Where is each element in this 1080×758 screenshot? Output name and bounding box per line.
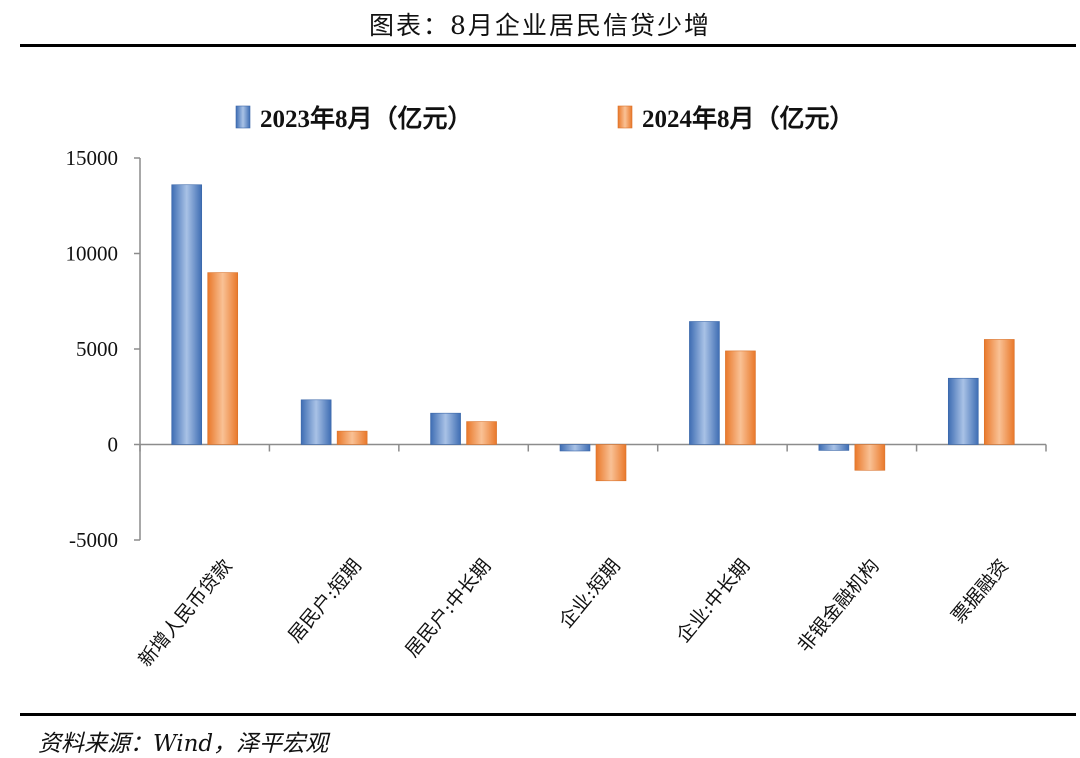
- bar-series-2-3: [595, 444, 627, 482]
- category-label: 居民户:中长期: [401, 555, 495, 661]
- y-tick-label: 10000: [66, 242, 119, 266]
- bottom-rule: [20, 713, 1076, 716]
- category-label: 新增人民币贷款: [134, 555, 236, 671]
- y-axis: -5000 0 5000 10000 15000: [66, 146, 141, 552]
- bar-series-1-5: [818, 444, 850, 451]
- y-tick-label: -5000: [69, 528, 118, 552]
- bar-series-1-2: [430, 412, 461, 445]
- bar-series-2-0: [207, 272, 239, 445]
- bar-series-1-6: [947, 377, 979, 445]
- bars: [171, 184, 1015, 482]
- y-tick-label: 5000: [76, 337, 118, 361]
- bar-series-2-4: [725, 350, 756, 445]
- bar-series-2-5: [854, 444, 886, 471]
- legend-label-2: 2024年8月（亿元）: [642, 104, 855, 133]
- category-labels: 新增人民币贷款 居民户:短期 居民户:中长期 企业:短期 企业:中长期 非银金融机构 票据融…: [134, 555, 1013, 671]
- bar-chart: 2023年8月（亿元） 2024年8月（亿元） -5000 0 5000 10000 15…: [66, 104, 1047, 671]
- bar-series-2-1: [336, 430, 368, 445]
- bar-series-1-3: [559, 444, 591, 452]
- x-axis: [139, 443, 1047, 452]
- legend-label-1: 2023年8月（亿元）: [260, 104, 473, 133]
- y-tick-label: 15000: [66, 146, 119, 170]
- bar-series-1-4: [689, 321, 720, 445]
- category-label: 非银金融机构: [794, 555, 884, 656]
- category-label: 票据融资: [947, 555, 1013, 627]
- chart-title: 图表：8月企业居民信贷少增: [369, 11, 711, 40]
- bar-series-2-2: [466, 421, 497, 445]
- bar-series-1-0: [171, 184, 203, 445]
- legend: 2023年8月（亿元） 2024年8月（亿元）: [235, 104, 855, 133]
- source-note: 资料来源：Wind，泽平宏观: [38, 731, 329, 757]
- bar-series-1-1: [300, 399, 332, 445]
- top-rule: [20, 44, 1076, 47]
- y-tick-label: 0: [108, 433, 119, 457]
- legend-swatch-1: [235, 105, 251, 129]
- category-label: 企业:中长期: [672, 555, 754, 647]
- category-label: 企业:短期: [555, 555, 625, 632]
- category-label: 居民户:短期: [284, 555, 366, 647]
- legend-swatch-2: [617, 105, 633, 129]
- bar-series-2-6: [983, 339, 1015, 445]
